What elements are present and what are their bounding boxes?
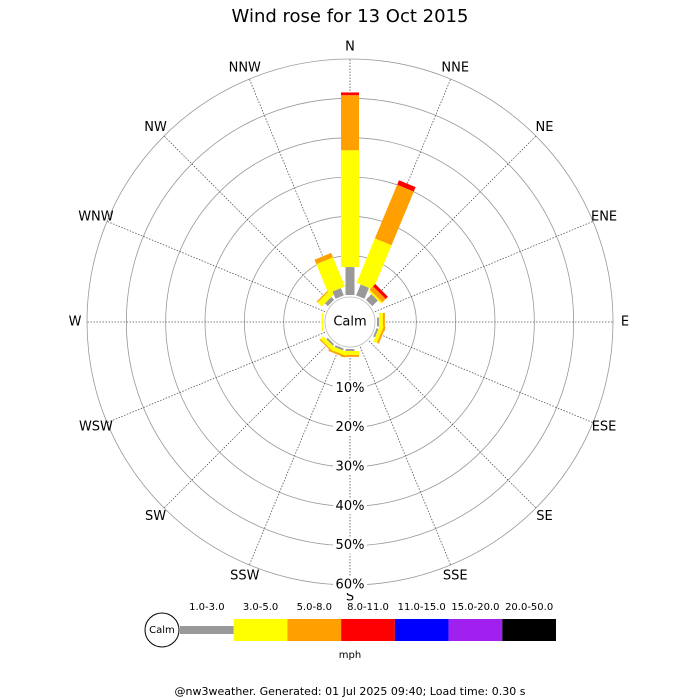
- bar-segment: [334, 345, 344, 351]
- direction-bar: [321, 313, 323, 331]
- spoke: [106, 220, 326, 313]
- legend-label: 20.0-50.0: [505, 602, 553, 613]
- legend-swatch: [233, 619, 288, 641]
- direction-bar: [341, 92, 359, 295]
- bar-segment: [341, 92, 359, 96]
- spoke: [163, 135, 332, 304]
- direction-label: NNW: [229, 60, 261, 75]
- bar-segment: [373, 324, 384, 343]
- y-tick-label: 20%: [336, 420, 365, 435]
- legend-label: 3.0-5.0: [243, 602, 278, 613]
- bar-segment: [356, 238, 392, 290]
- bar-segment: [341, 354, 359, 357]
- bar-segment: [345, 267, 355, 295]
- bar-segment: [374, 184, 414, 246]
- direction-label: ESE: [592, 420, 617, 435]
- bar-segment: [320, 336, 336, 352]
- tick-label-bg: [333, 380, 367, 397]
- direction-label: SSE: [443, 569, 468, 584]
- legend-calm-label: Calm: [149, 625, 175, 636]
- legend-calm: [144, 612, 180, 648]
- direction-label: NE: [535, 120, 553, 135]
- tick-label-bg: [333, 577, 367, 593]
- direction-bar: [316, 288, 335, 307]
- legend-label: 15.0-20.0: [451, 602, 499, 613]
- direction-bar: [341, 349, 359, 357]
- direction-label: WNW: [78, 209, 114, 224]
- bar-segment: [356, 284, 370, 299]
- direction-bar: [373, 324, 386, 344]
- bar-segment: [377, 317, 379, 327]
- bar-segment: [316, 288, 331, 303]
- footer: @nw3weather. Generated: 01 Jul 2025 09:4…: [175, 685, 526, 698]
- direction-label: SE: [536, 509, 552, 524]
- bar-segment: [341, 350, 359, 355]
- bar-segment: [321, 313, 323, 331]
- bar-segment: [317, 289, 335, 307]
- y-tick-label: 60%: [336, 578, 365, 593]
- legend-label: 11.0-15.0: [398, 602, 446, 613]
- bar-segment: [324, 296, 335, 307]
- legend-label: 1.0-3.0: [189, 602, 224, 613]
- direction-bar: [319, 336, 336, 353]
- spoke: [248, 346, 341, 566]
- direction-label: NNE: [441, 60, 469, 75]
- tick-label-bg: [333, 419, 367, 436]
- direction-label: W: [69, 315, 82, 330]
- direction-label: N: [345, 40, 355, 55]
- bar-segment: [397, 180, 416, 192]
- bar-segment: [368, 289, 383, 304]
- bar-segment: [373, 328, 379, 338]
- direction-bar: [356, 180, 416, 299]
- tick-label-bg: [333, 537, 367, 554]
- legend-swatch: [341, 619, 395, 641]
- direction-label: S: [346, 590, 354, 605]
- bar-segment: [369, 286, 386, 303]
- bar-segment: [326, 337, 335, 346]
- bar-segment: [373, 284, 388, 299]
- bar-segment: [341, 95, 359, 151]
- bar-segment: [345, 349, 355, 351]
- y-tick-label: 40%: [336, 499, 365, 514]
- direction-label: ENE: [591, 209, 617, 224]
- bar-segment: [365, 294, 378, 307]
- chart-title: Wind rose for 13 Oct 2015: [232, 6, 469, 27]
- direction-bar: [314, 252, 345, 299]
- bar-segment: [341, 150, 359, 268]
- spoke: [374, 220, 594, 313]
- direction-label: SSW: [230, 569, 260, 584]
- spoke: [368, 340, 537, 509]
- tick-label-bg: [333, 459, 367, 475]
- bar-segment: [316, 257, 345, 294]
- direction-label: SW: [145, 509, 166, 524]
- tick-label-bg: [333, 498, 367, 515]
- spoke: [359, 346, 452, 566]
- y-tick-label: 10%: [336, 381, 365, 396]
- direction-label: WSW: [79, 420, 113, 435]
- bar-segment: [319, 338, 334, 353]
- calm-label: Calm: [333, 315, 366, 330]
- spoke: [368, 135, 537, 304]
- spoke: [374, 331, 594, 424]
- spoke: [106, 331, 326, 424]
- spoke: [163, 340, 332, 509]
- y-tick-label: 50%: [336, 538, 365, 553]
- direction-bar: [365, 284, 388, 307]
- legend-swatch: [448, 619, 503, 641]
- calm-circle: [324, 296, 376, 348]
- bar-segment: [314, 252, 333, 265]
- bar-segment: [332, 288, 344, 299]
- legend-swatch: [502, 619, 556, 641]
- legend-label: 8.0-11.0: [347, 602, 389, 613]
- y-tick-label: 30%: [336, 460, 365, 475]
- legend-label: 5.0-8.0: [297, 602, 332, 613]
- legend-swatch: [287, 619, 342, 641]
- direction-label: E: [621, 315, 629, 330]
- legend-unit: mph: [339, 650, 361, 661]
- legend-swatch: [394, 619, 449, 641]
- direction-label: NW: [144, 120, 167, 135]
- bar-segment: [376, 326, 386, 344]
- legend-swatch: [180, 626, 234, 634]
